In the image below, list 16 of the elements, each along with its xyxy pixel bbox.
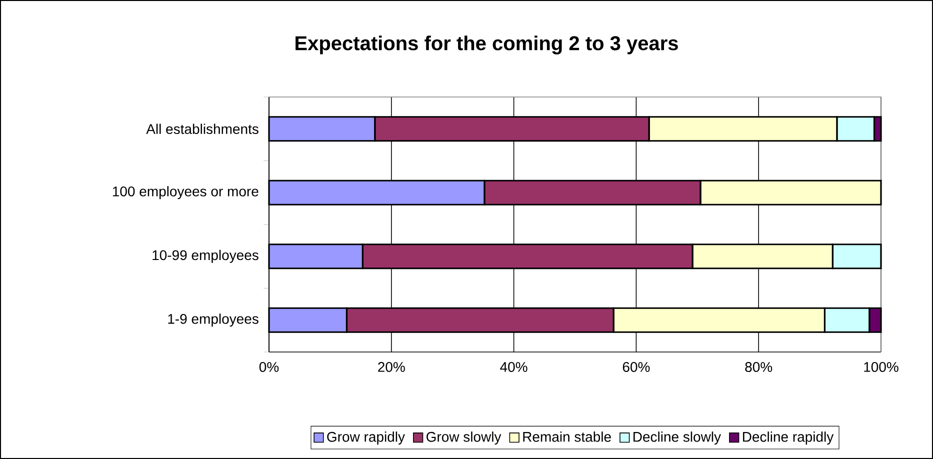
x-tick-label: 0% <box>259 362 279 372</box>
y-tick-label: 1-9 employees <box>168 314 258 327</box>
x-tick-label: 60% <box>622 362 650 372</box>
legend-label: Decline slowly <box>634 432 721 445</box>
x-tick-label: 20% <box>378 362 405 372</box>
y-tick-label: All establishments <box>146 124 258 134</box>
x-tick-label: 40% <box>500 362 528 372</box>
y-tick-label: 100 employees or more <box>112 186 258 200</box>
legend-label: Grow slowly <box>426 432 502 445</box>
legend-label: Decline rapidly <box>743 432 834 445</box>
y-tick-label: 10-99 employees <box>152 250 258 263</box>
x-tick-label: 100% <box>864 362 898 372</box>
legend-label: Remain stable <box>523 432 611 442</box>
legend-label: Grow rapidly <box>327 432 405 445</box>
chart-title: Expectations for the coming 2 to 3 years <box>296 36 678 54</box>
x-tick-label: 80% <box>745 362 772 372</box>
